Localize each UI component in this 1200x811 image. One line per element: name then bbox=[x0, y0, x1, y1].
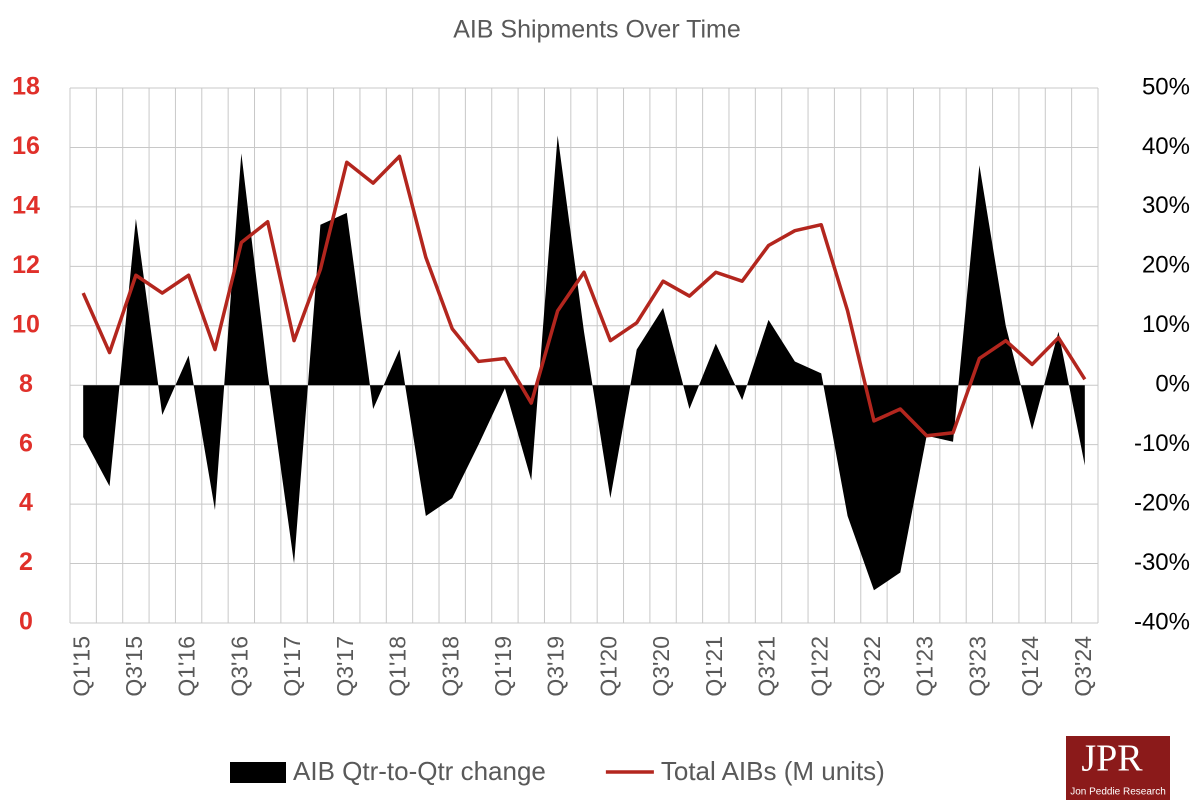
x-tick-label: Q1'20 bbox=[595, 636, 621, 697]
legend-label: Total AIBs (M units) bbox=[661, 756, 885, 786]
x-tick-label: Q3'19 bbox=[543, 636, 569, 697]
x-tick-label: Q3'16 bbox=[226, 636, 252, 697]
y-tick-label: 14 bbox=[12, 191, 40, 219]
y2-tick-label: 50% bbox=[1142, 73, 1190, 100]
y2-tick-label: 0% bbox=[1155, 371, 1190, 398]
x-tick-label: Q3'20 bbox=[648, 636, 674, 697]
y-tick-label: 2 bbox=[19, 548, 33, 576]
y-tick-label: 12 bbox=[12, 251, 40, 279]
y-tick-label: 4 bbox=[19, 489, 33, 517]
x-tick-label: Q1'23 bbox=[912, 636, 938, 697]
y2-tick-label: 30% bbox=[1142, 192, 1190, 219]
x-tick-label: Q3'18 bbox=[437, 636, 463, 697]
x-tick-label: Q1'16 bbox=[174, 636, 200, 697]
x-tick-label: Q3'17 bbox=[332, 636, 358, 697]
x-tick-label: Q3'15 bbox=[121, 636, 147, 697]
x-tick-label: Q3'24 bbox=[1070, 636, 1096, 697]
x-tick-label: Q1'18 bbox=[385, 636, 411, 697]
line bbox=[81, 154, 1087, 438]
y-tick-label: 16 bbox=[12, 132, 40, 160]
logo-subtitle: Jon Peddie Research bbox=[1070, 787, 1166, 798]
x-tick-label: Q1'24 bbox=[1017, 636, 1043, 697]
x-tick-label: Q3'23 bbox=[964, 636, 990, 697]
y2-tick-label: 40% bbox=[1142, 133, 1190, 160]
x-tick-label: Q1'17 bbox=[279, 636, 305, 697]
y-tick-label: 0 bbox=[19, 608, 33, 636]
logo-text: JPR bbox=[1081, 738, 1143, 780]
y2-tick-label: 10% bbox=[1142, 311, 1190, 338]
x-tick-label: Q1'22 bbox=[806, 636, 832, 697]
area bbox=[83, 135, 1085, 591]
x-tick-label: Q1'19 bbox=[490, 636, 516, 697]
y-tick-label: 18 bbox=[12, 73, 40, 101]
y2-tick-label: -30% bbox=[1134, 549, 1190, 576]
legend-swatch bbox=[230, 762, 286, 783]
y2-tick-label: -20% bbox=[1134, 489, 1190, 516]
legend-label: AIB Qtr-to-Qtr change bbox=[293, 756, 546, 786]
x-tick-label: Q1'15 bbox=[68, 636, 94, 697]
chart-title: AIB Shipments Over Time bbox=[453, 16, 741, 44]
x-tick-label: Q3'21 bbox=[754, 636, 780, 697]
logo: JPR Jon Peddie Research bbox=[1066, 736, 1170, 800]
x-tick-label: Q1'21 bbox=[701, 636, 727, 697]
y2-tick-label: -40% bbox=[1134, 608, 1190, 635]
y-tick-label: 6 bbox=[19, 429, 33, 457]
y2-tick-label: 20% bbox=[1142, 252, 1190, 279]
y-tick-label: 10 bbox=[12, 310, 40, 338]
y-tick-label: 8 bbox=[19, 370, 33, 398]
x-tick-label: Q3'22 bbox=[859, 636, 885, 697]
logo-box bbox=[1066, 736, 1170, 800]
y2-tick-label: -10% bbox=[1134, 430, 1190, 457]
